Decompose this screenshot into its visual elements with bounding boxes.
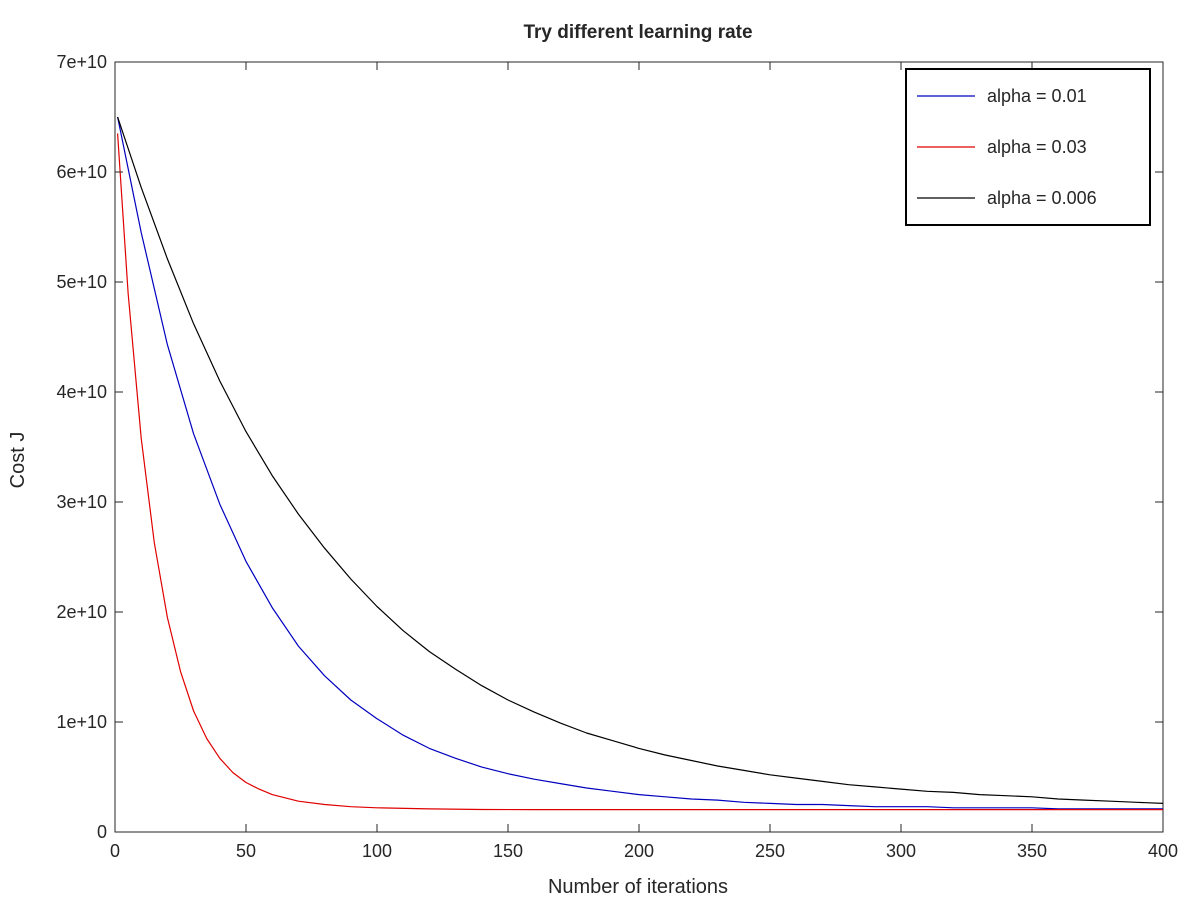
x-tick-label: 200 (624, 841, 654, 861)
y-tick-label: 2e+10 (56, 602, 107, 622)
y-tick-label: 5e+10 (56, 272, 107, 292)
y-tick-label: 6e+10 (56, 162, 107, 182)
y-tick-label: 3e+10 (56, 492, 107, 512)
x-tick-label: 50 (236, 841, 256, 861)
x-tick-label: 150 (493, 841, 523, 861)
x-tick-label: 300 (886, 841, 916, 861)
legend-label-2: alpha = 0.006 (987, 188, 1097, 208)
chart-title: Try different learning rate (523, 22, 752, 43)
x-tick-label: 250 (755, 841, 785, 861)
x-axis: 0 50 100 150 200 250 300 350 400 (110, 62, 1178, 861)
x-tick-label: 100 (362, 841, 392, 861)
series-line-0 (117, 116, 1163, 810)
x-axis-label: Number of iterations (548, 876, 728, 898)
legend-label-0: alpha = 0.01 (987, 86, 1087, 106)
legend-label-1: alpha = 0.03 (987, 137, 1087, 157)
series-line-2 (117, 116, 1164, 804)
x-tick-label: 350 (1017, 841, 1047, 861)
series-line-1 (117, 133, 1163, 811)
legend-box (905, 68, 1151, 226)
series-layer (117, 116, 1164, 811)
y-axis-label: Cost J (7, 432, 29, 489)
y-tick-label: 1e+10 (56, 712, 107, 732)
x-tick-label: 400 (1148, 841, 1178, 861)
legend: alpha = 0.01 alpha = 0.03 alpha = 0.006 (905, 68, 1151, 226)
y-tick-label: 7e+10 (56, 52, 107, 72)
x-tick-label: 0 (110, 841, 120, 861)
y-tick-label: 0 (97, 822, 107, 842)
y-tick-label: 4e+10 (56, 382, 107, 402)
y-axis: 0 1e+10 2e+10 3e+10 4e+10 5e+10 6e+10 7e+10 (56, 52, 1163, 842)
